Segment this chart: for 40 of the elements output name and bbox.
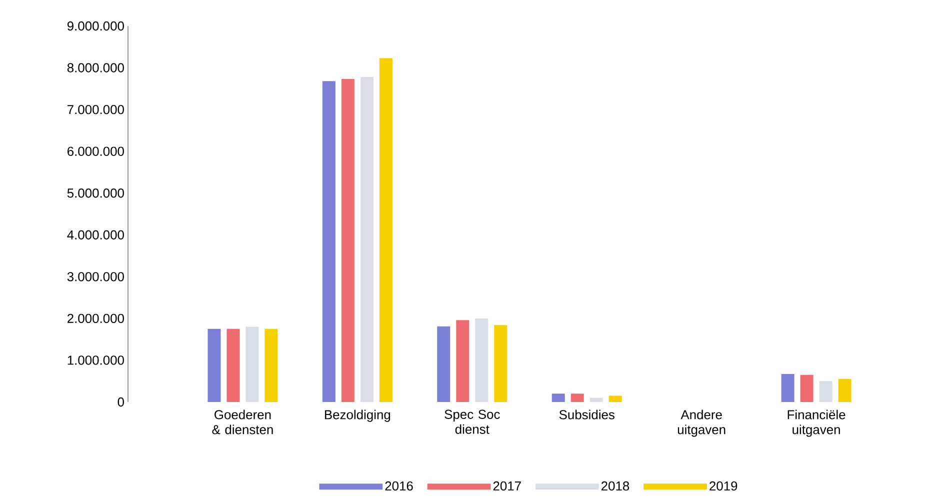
bar: [208, 328, 221, 402]
legend-label: 2019: [710, 481, 738, 491]
x-tick-label: Subsidies: [559, 410, 614, 420]
bar: [819, 381, 832, 402]
bar: [608, 396, 622, 402]
bar: [456, 320, 470, 402]
bar: [838, 379, 852, 402]
y-tick-label: 7.000.000: [68, 104, 124, 114]
y-tick-label: 0: [118, 397, 124, 407]
bar: [437, 326, 450, 402]
y-tick-label: 9.000.000: [67, 21, 124, 31]
x-tick-label: Financiële uitgaven: [788, 410, 846, 437]
bar: [379, 58, 392, 402]
y-tick-label: 1.000.000: [68, 356, 124, 365]
bar: [590, 398, 603, 402]
bar: [322, 81, 336, 402]
bar: [552, 394, 565, 402]
legend-label: 2016: [385, 481, 413, 491]
x-tick-label: Spec Soc dienst: [444, 410, 500, 434]
y-tick-label: 8.000.000: [67, 63, 124, 72]
legend-label: 2017: [493, 481, 521, 491]
bar: [475, 318, 488, 402]
y-tick-label: 3.000.000: [67, 272, 124, 282]
bar: [494, 325, 508, 402]
legend-label: 2018: [601, 481, 630, 491]
bar: [264, 328, 278, 402]
y-tick-label: 5.000.000: [67, 188, 124, 198]
bar: [341, 79, 354, 402]
y-tick-label: 2.000.000: [68, 314, 124, 324]
bar: [781, 374, 794, 402]
bar: [800, 374, 814, 402]
x-tick-label: Goederen & diensten: [212, 410, 273, 434]
y-tick-label: 4.000.000: [67, 230, 124, 240]
y-tick-label: 6.000.000: [68, 146, 124, 156]
bar: [226, 328, 240, 402]
x-tick-label: Bezoldiging: [325, 410, 390, 422]
bar: [360, 76, 374, 402]
bar: [246, 326, 259, 402]
x-tick-label: Andere uitgaven: [678, 410, 726, 437]
bar: [570, 394, 584, 402]
